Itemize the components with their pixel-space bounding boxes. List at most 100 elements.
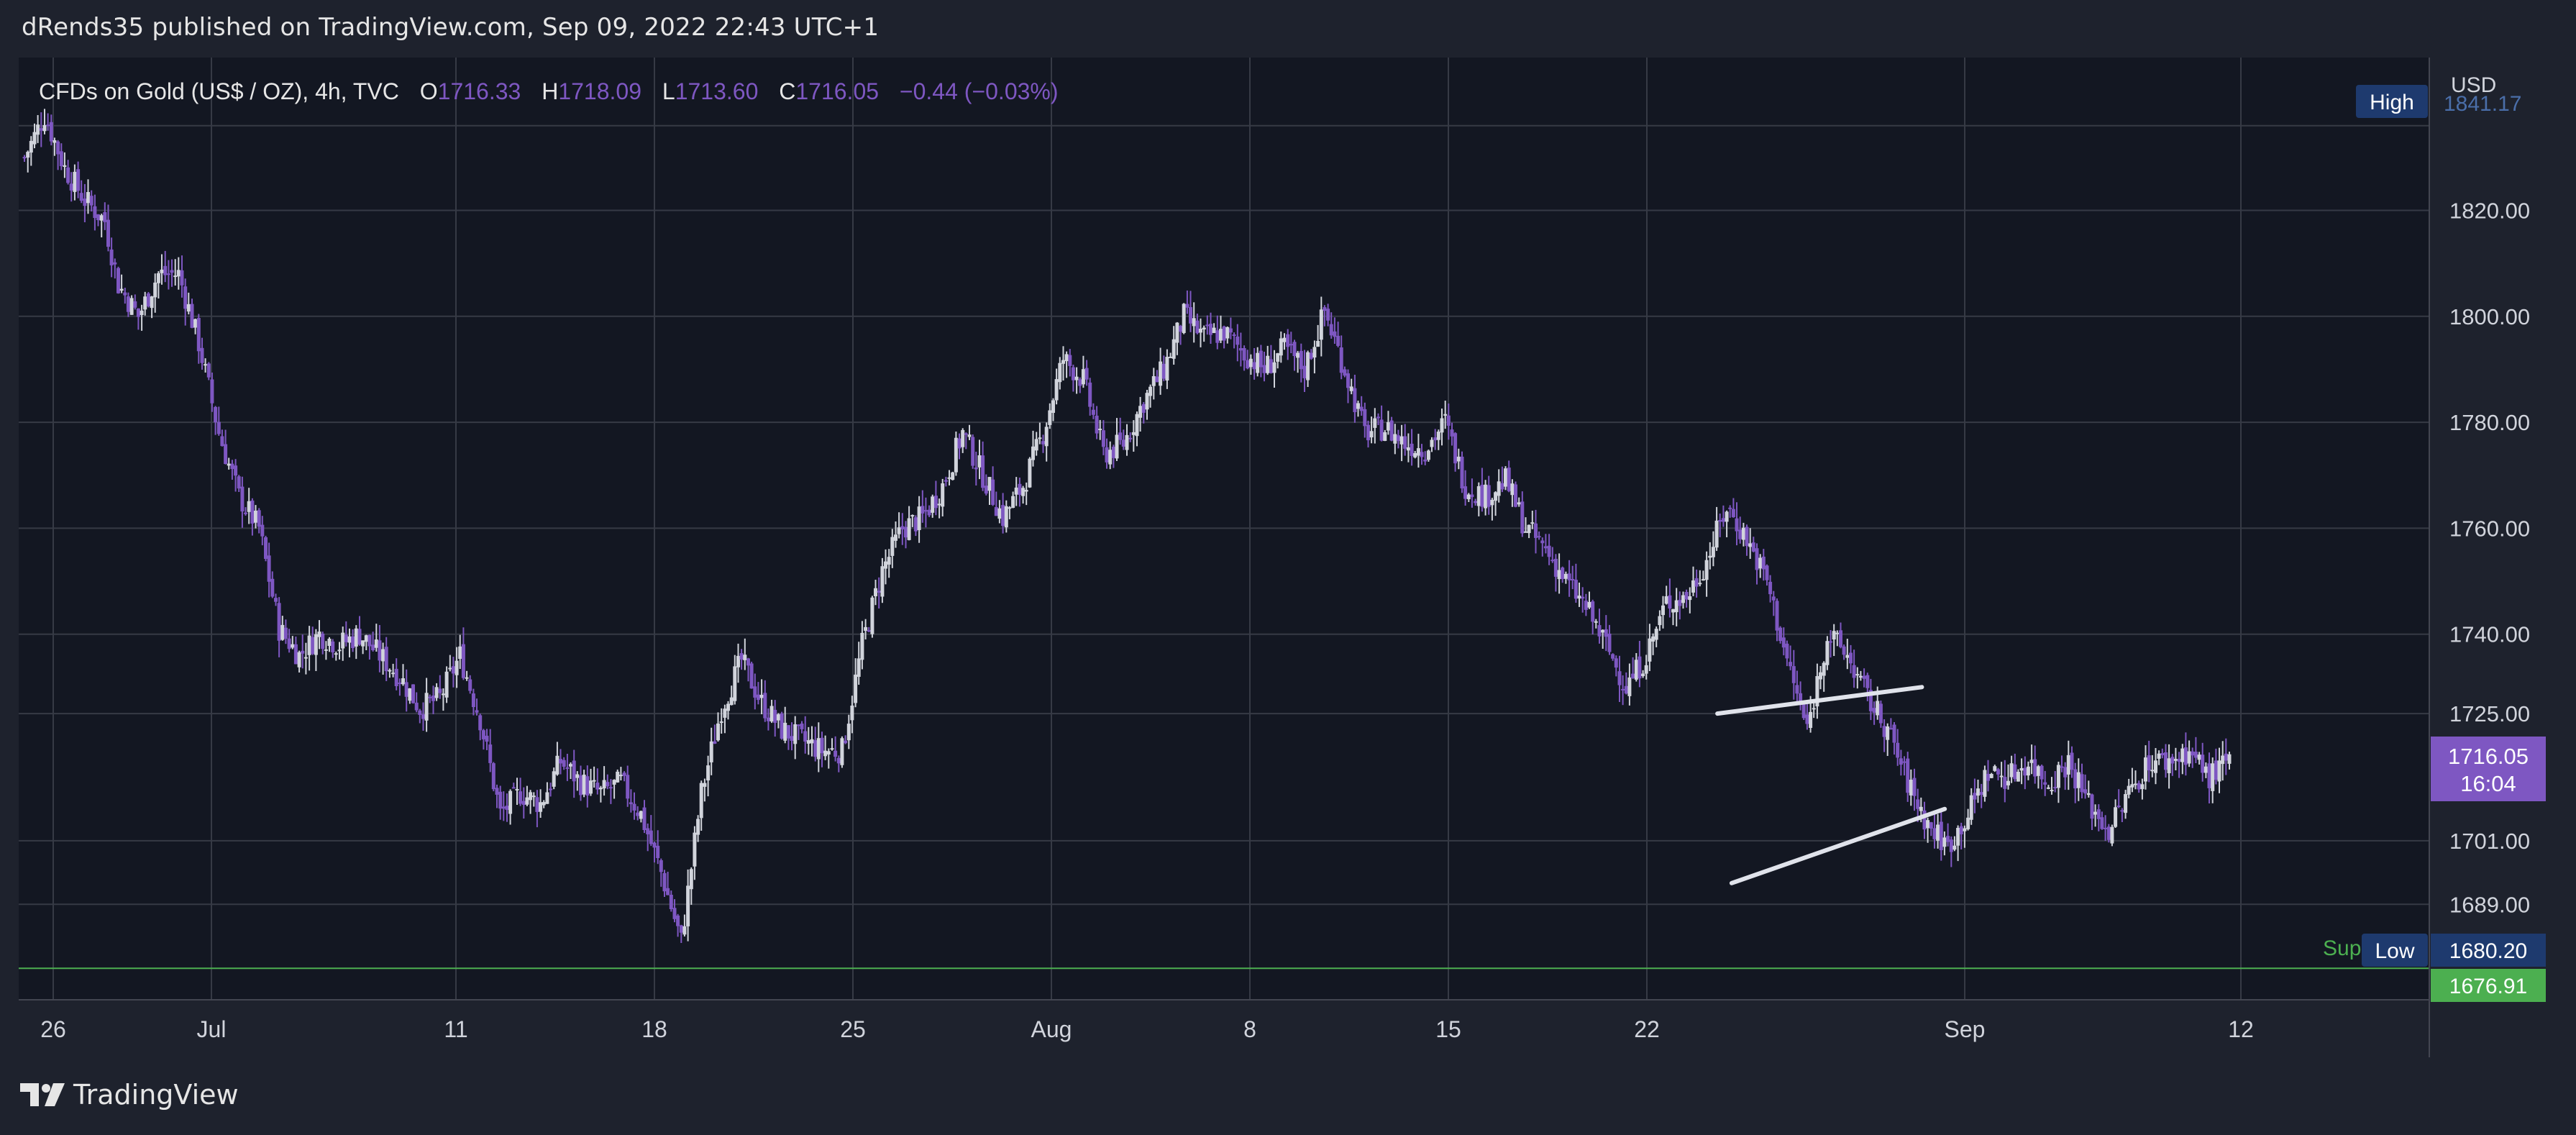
candle-body <box>1266 355 1270 373</box>
candle-body <box>1272 362 1276 373</box>
candle-body <box>2056 765 2060 788</box>
candle-body <box>99 215 104 221</box>
candle-body <box>1463 486 1468 499</box>
bar-countdown: 16:04 <box>2460 771 2516 796</box>
candle-body <box>1852 665 1856 678</box>
candle-body <box>1654 629 1658 640</box>
candle-body <box>870 597 874 634</box>
candle-body <box>2080 774 2084 793</box>
candle-body <box>726 703 730 711</box>
candle-body <box>1902 761 1906 763</box>
candle-body <box>529 792 533 801</box>
candle-body <box>29 140 33 153</box>
low-badge <box>2362 934 2428 967</box>
candle-body <box>1440 418 1444 433</box>
candle-body <box>1312 347 1317 357</box>
candle-body <box>317 632 321 637</box>
candle-body <box>1353 388 1357 412</box>
candle-body <box>1631 673 1635 678</box>
candle-body <box>418 710 422 715</box>
candle-body <box>1061 360 1065 364</box>
candle-body <box>1543 546 1548 549</box>
candle-body <box>1202 327 1206 329</box>
candle-body <box>1135 414 1139 437</box>
candle-body <box>1691 580 1695 593</box>
candle-body <box>1044 427 1049 447</box>
candle-body <box>656 845 660 858</box>
support-label: Sup <box>2323 936 2361 960</box>
candle-body <box>1131 432 1136 435</box>
candle-body <box>1038 437 1042 439</box>
candle-body <box>1359 406 1364 411</box>
price-axis[interactable]: 1689.00 1701.00 1725.00 1740.00 1760.00 1780.… <box>2449 199 2530 918</box>
candle-body <box>2060 766 2064 768</box>
candle-body <box>716 723 720 741</box>
candle-body <box>636 812 640 816</box>
candle-body <box>1292 342 1297 356</box>
candle-body <box>93 206 97 218</box>
candle-body <box>1276 353 1280 362</box>
candle-body <box>1389 420 1394 441</box>
candle-body <box>2214 760 2218 780</box>
candle-body <box>1323 307 1327 311</box>
candle-body <box>49 122 53 142</box>
candle-body <box>244 512 247 514</box>
candle-body <box>113 262 117 265</box>
candle-body <box>632 803 636 811</box>
x-tick-label-0: 26 <box>40 1016 66 1042</box>
candle-body <box>1101 430 1105 447</box>
candle-body <box>1805 714 1809 724</box>
candle-body <box>267 555 271 582</box>
candle-body <box>354 628 358 647</box>
candle-body <box>1936 824 1940 841</box>
candle-body <box>1309 352 1313 359</box>
candle-body <box>344 634 348 642</box>
candle-body <box>1708 555 1712 558</box>
candle-body <box>1406 447 1410 451</box>
candle-body <box>1084 368 1089 380</box>
candle-body <box>606 782 610 787</box>
candle-body <box>1376 416 1380 419</box>
candle-body <box>1169 356 1173 358</box>
candle-body <box>1983 770 1987 797</box>
candle-body <box>234 465 238 476</box>
legend-high: 1718.09 <box>558 78 641 104</box>
candle-body <box>1326 309 1330 321</box>
candle-body <box>42 124 47 132</box>
candle-body <box>864 626 868 631</box>
candle-body <box>1601 629 1605 633</box>
candle-body <box>769 706 774 722</box>
candle-body <box>1661 605 1665 616</box>
candle-body <box>106 219 110 247</box>
candle-body <box>1219 329 1223 341</box>
candle-body <box>214 406 218 423</box>
candle-body <box>813 740 818 757</box>
support-value: 1676.91 <box>2449 975 2527 998</box>
candle-body <box>1996 769 2000 775</box>
candle-body <box>327 639 332 646</box>
low-value-badge <box>2431 934 2546 967</box>
candle-body <box>666 888 670 895</box>
candle-body <box>1721 518 1725 522</box>
candle-body <box>612 780 616 785</box>
y-tick-label-3: 1740.00 <box>2449 622 2530 647</box>
candle-body <box>1289 344 1293 346</box>
candle-body <box>1553 558 1558 577</box>
candle-body <box>806 740 810 744</box>
candle-body <box>76 169 81 191</box>
candle-body <box>582 775 586 795</box>
candle-body <box>240 486 245 512</box>
candle-body <box>1212 327 1216 333</box>
candle-body <box>1179 326 1183 332</box>
candle-body <box>1819 672 1822 680</box>
candle-body <box>2036 766 2040 776</box>
tradingview-watermark[interactable]: TradingView <box>20 1079 239 1111</box>
candle-body <box>2104 827 2108 829</box>
candle-body <box>618 775 623 777</box>
candle-body <box>129 298 134 315</box>
time-axis[interactable]: 26 Jul 11 18 25 Aug 8 15 22 Sep 12 <box>40 1016 2254 1042</box>
candle-body <box>545 792 549 804</box>
candle-body <box>565 767 570 769</box>
candle-body <box>1865 675 1870 688</box>
